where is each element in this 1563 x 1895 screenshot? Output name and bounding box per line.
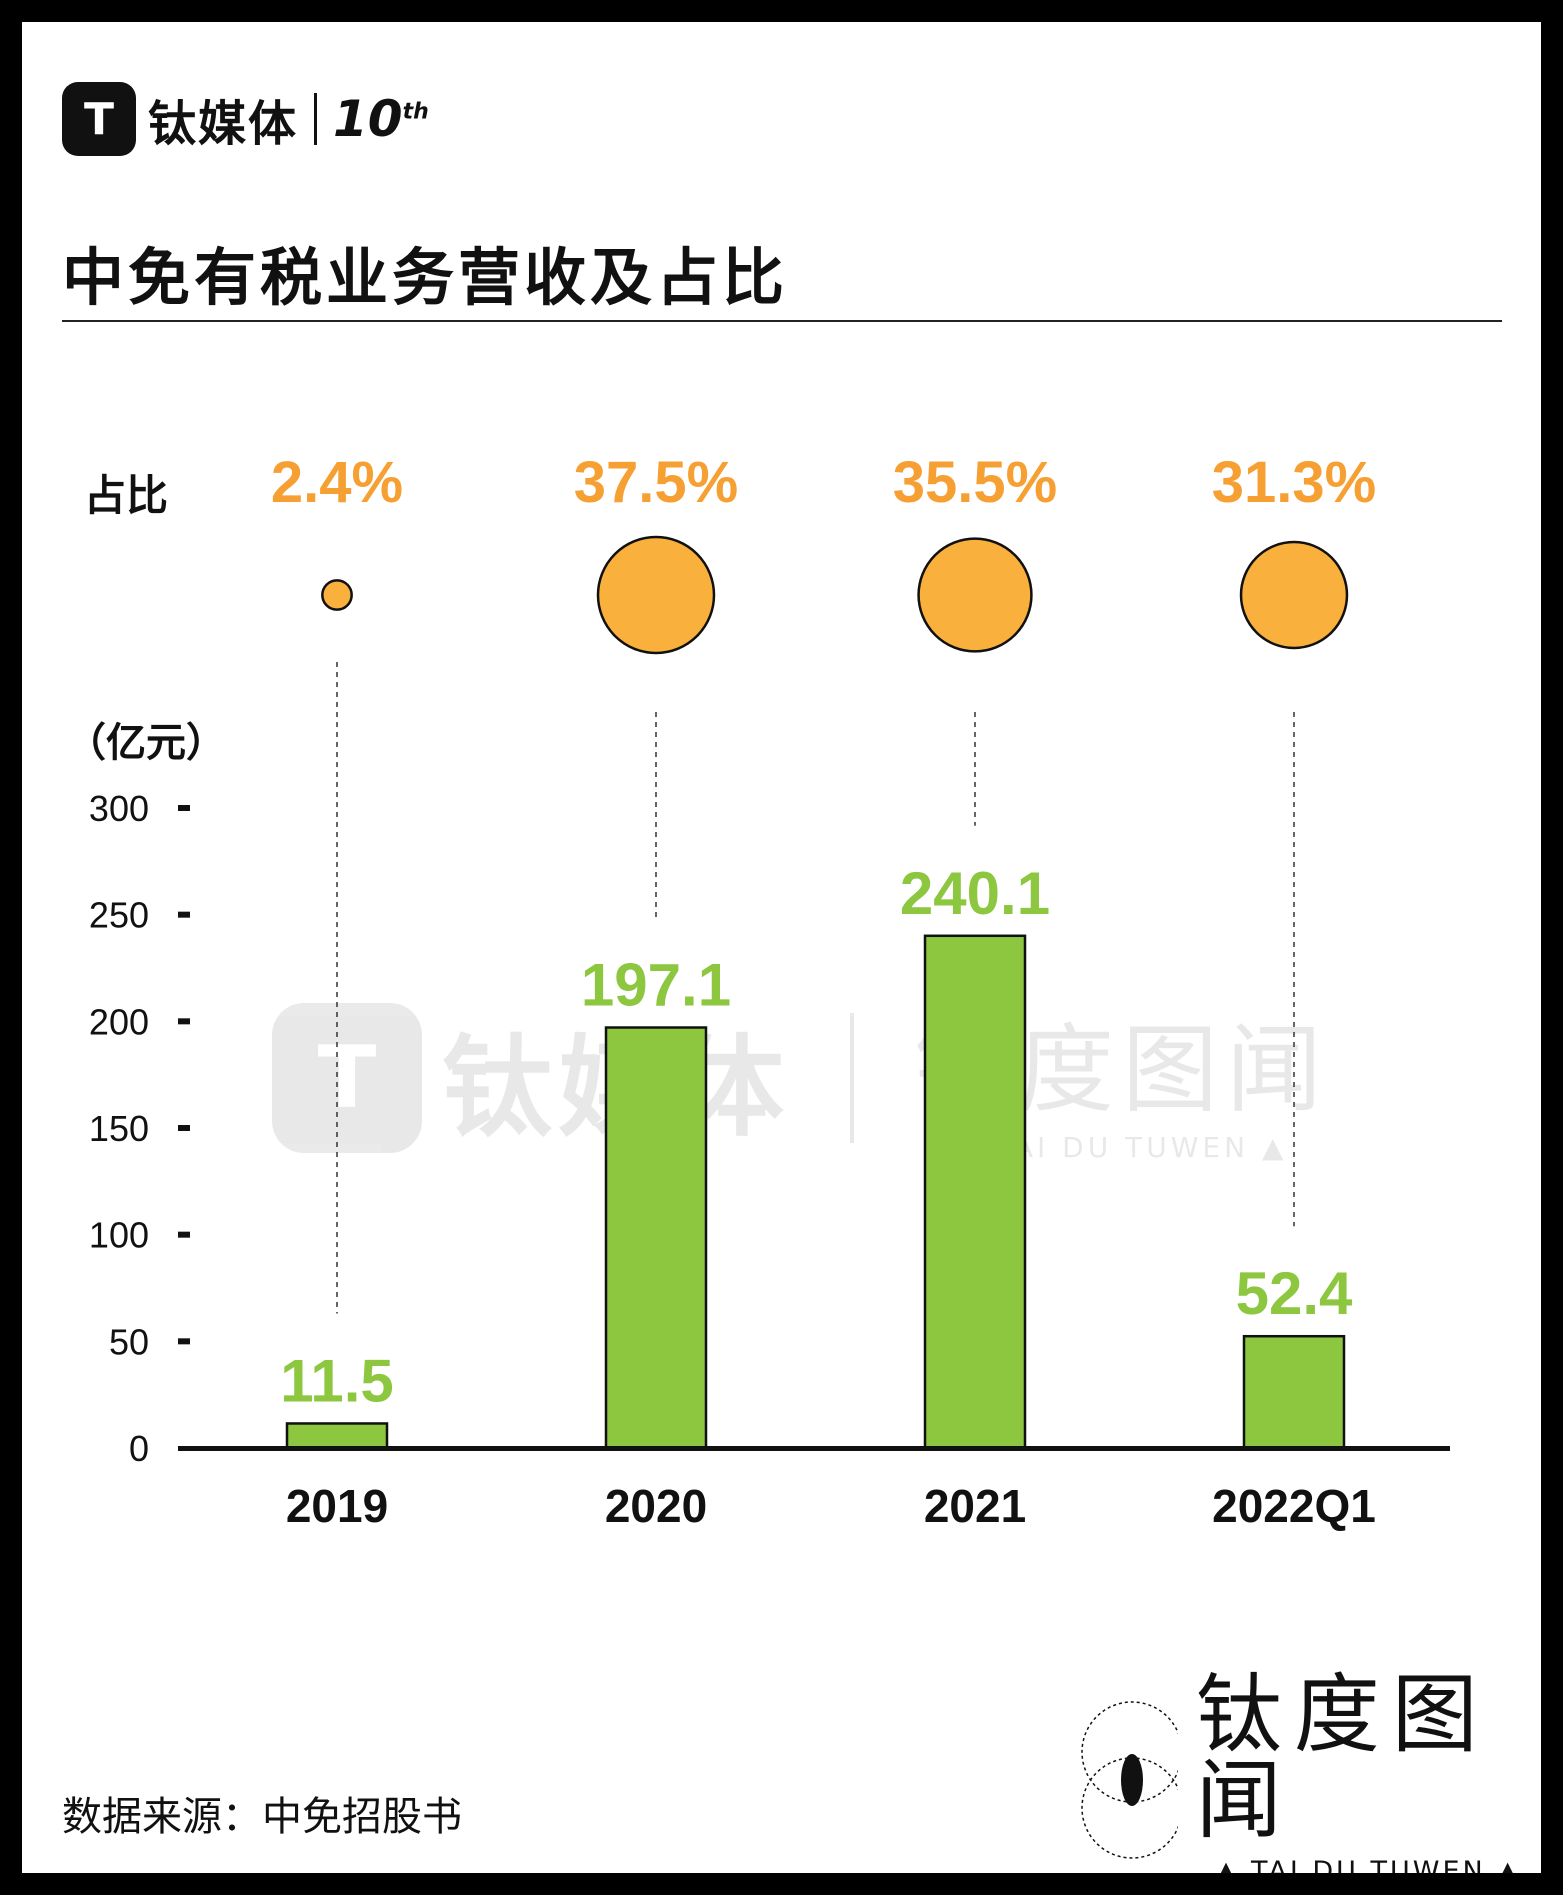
tuwen-name-cn: 钛度图闻: [1195, 1665, 1490, 1851]
y-tick-label: 250: [89, 895, 149, 936]
brand-logo: T 钛媒体 10th: [62, 82, 429, 156]
y-tick-label: 200: [89, 1001, 149, 1042]
share-label: 37.5%: [574, 450, 738, 515]
x-axis-line: [178, 1446, 1450, 1451]
y-tick-label: 100: [89, 1215, 149, 1256]
share-row-label: 占比: [84, 471, 169, 520]
share-label: 2.4%: [271, 450, 403, 515]
title-divider: [62, 320, 1502, 322]
share-circle-2020: [596, 535, 716, 655]
brand-divider: [314, 93, 318, 145]
y-tick-label: 50: [109, 1321, 149, 1362]
y-tick-label: 0: [129, 1428, 149, 1469]
y-tick-mark: [178, 1231, 190, 1238]
share-label: 35.5%: [893, 450, 1057, 515]
y-tick-label: 300: [89, 788, 149, 829]
y-tick-mark: [178, 911, 190, 918]
bar-value-label: 240.1: [900, 860, 1050, 927]
tuwen-logo: 钛度图闻 ▲ TAI DU TUWEN ▲: [1072, 1672, 1541, 1873]
x-tick-label: 2022Q1: [1212, 1480, 1376, 1532]
share-circle-2021: [917, 537, 1033, 653]
share-circle-2022Q1: [1239, 540, 1349, 650]
y-tick-mark: [178, 1125, 190, 1131]
y-tick-mark: [178, 805, 190, 811]
y-axis-unit-label: （亿元）: [66, 720, 226, 766]
tuwen-name-en: ▲ TAI DU TUWEN ▲: [1215, 1856, 1522, 1873]
share-label: 31.3%: [1212, 450, 1376, 515]
share-circle-2019: [321, 579, 353, 611]
y-tick-label: 150: [89, 1108, 149, 1149]
y-tick-mark: [178, 1338, 190, 1345]
x-tick-label: 2019: [286, 1480, 388, 1532]
y-tick-mark: [178, 1018, 190, 1025]
anniversary-suffix: th: [402, 99, 429, 125]
x-tick-label: 2020: [605, 1480, 707, 1532]
anniversary-number: 10: [333, 90, 403, 148]
bar-2020: [604, 1026, 708, 1450]
chart-card: T 钛媒体 10th 中免有税业务营收及占比 T 钛媒体 钛度图闻 ▲ TAI …: [22, 22, 1541, 1873]
data-source-note: 数据来源：中免招股书: [62, 1794, 462, 1840]
eye-logo-icon: [1081, 1700, 1178, 1859]
brand-mark-icon: T: [62, 82, 136, 156]
bar-2021: [923, 934, 1027, 1450]
bar-2019: [285, 1422, 389, 1450]
bar-value-label: 11.5: [280, 1347, 393, 1414]
brand-name: 钛媒体: [148, 96, 299, 152]
bar-value-label: 197.1: [581, 952, 731, 1019]
anniversary-badge: 10th: [333, 90, 429, 148]
x-tick-label: 2021: [924, 1480, 1026, 1532]
bar-2022Q1: [1242, 1334, 1346, 1450]
chart-title: 中免有税业务营收及占比: [62, 241, 789, 314]
bar-value-label: 52.4: [1236, 1260, 1353, 1327]
bar-chart: 0 50 100 150 200 250 300 11.5 2019 2.4% 197.1 2020 3…: [89, 450, 1450, 1532]
